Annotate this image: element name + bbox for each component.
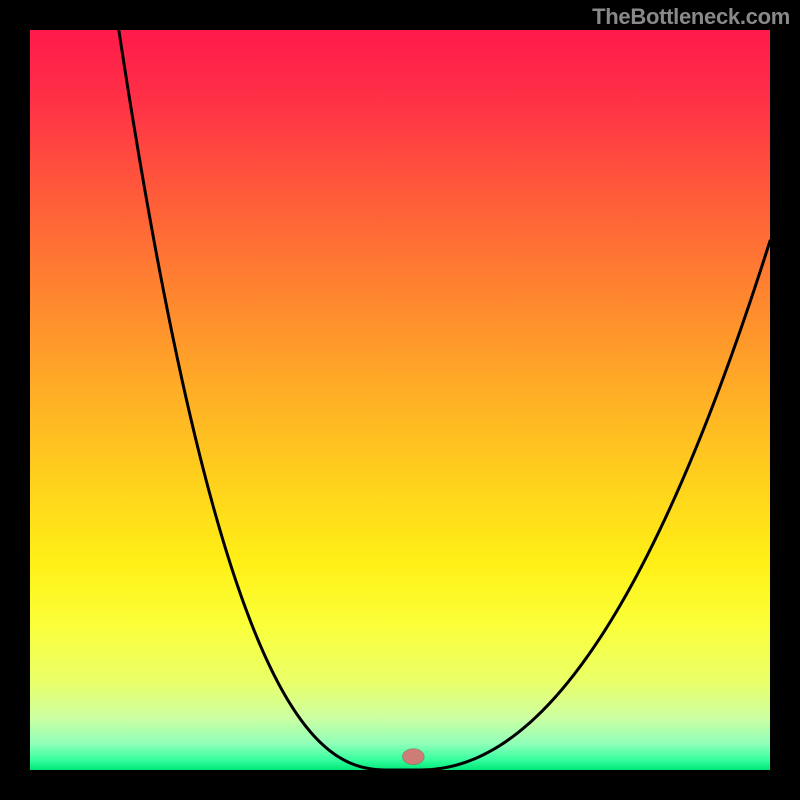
bottleneck-chart — [0, 0, 800, 800]
optimal-point-marker — [402, 749, 424, 765]
chart-container: TheBottleneck.com — [0, 0, 800, 800]
